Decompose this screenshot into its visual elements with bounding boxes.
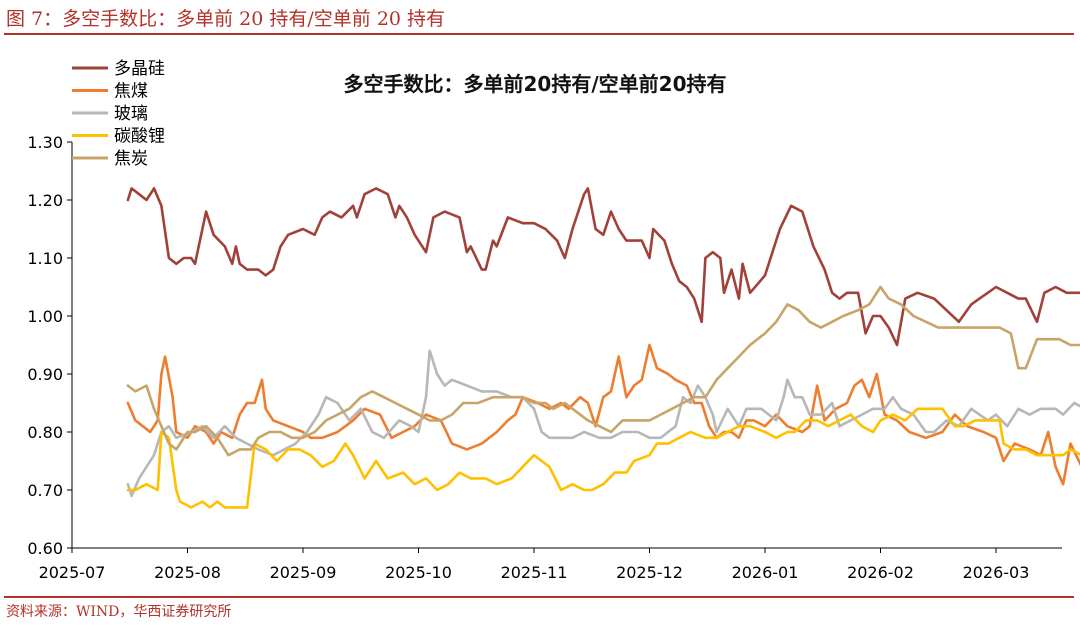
x-tick-label: 2025-11 (501, 563, 568, 582)
y-tick-label: 0.80 (27, 423, 63, 442)
y-tick-label: 1.10 (27, 249, 63, 268)
y-tick-label: 1.20 (27, 191, 63, 210)
chart-title: 多空手数比：多单前20持有/空单前20持有 (344, 72, 727, 96)
x-tick-label: 2026-01 (732, 563, 799, 582)
x-tick-label: 2025-07 (39, 563, 106, 582)
series-line-3 (126, 407, 1080, 509)
legend-label: 多晶硅 (114, 59, 165, 79)
y-tick-label: 1.00 (27, 307, 63, 326)
series-line-4 (126, 285, 1080, 457)
legend-label: 碳酸锂 (114, 127, 165, 147)
legend-label: 焦炭 (114, 149, 148, 169)
x-tick-label: 2026-02 (847, 563, 914, 582)
series-line-2 (126, 349, 1080, 498)
x-tick-label: 2025-09 (270, 563, 337, 582)
y-tick-label: 0.60 (27, 539, 63, 558)
series-line-0 (126, 187, 1080, 347)
x-tick-label: 2026-03 (963, 563, 1030, 582)
top-divider (4, 33, 1074, 35)
axes: 0.60 0.70 0.80 0.90 1.00 1.10 1.20 1.30 2025-07 2… (27, 133, 1062, 582)
y-tick-label: 0.90 (27, 365, 63, 384)
legend-label: 焦煤 (114, 82, 148, 102)
figure-caption: 图 7：多空手数比：多单前 20 持有/空单前 20 持有 (6, 8, 446, 30)
x-tick-label: 2025-10 (385, 563, 452, 582)
y-tick-label: 0.70 (27, 481, 63, 500)
series-lines (126, 187, 1080, 509)
legend-label: 玻璃 (114, 104, 148, 124)
x-tick-label: 2025-08 (154, 563, 221, 582)
x-tick-label: 2025-12 (616, 563, 683, 582)
series-line-1 (126, 343, 1080, 486)
source-note: 资料来源：WIND，华西证券研究所 (6, 604, 232, 620)
y-tick-label: 1.30 (27, 133, 63, 152)
bottom-divider (4, 596, 1074, 598)
